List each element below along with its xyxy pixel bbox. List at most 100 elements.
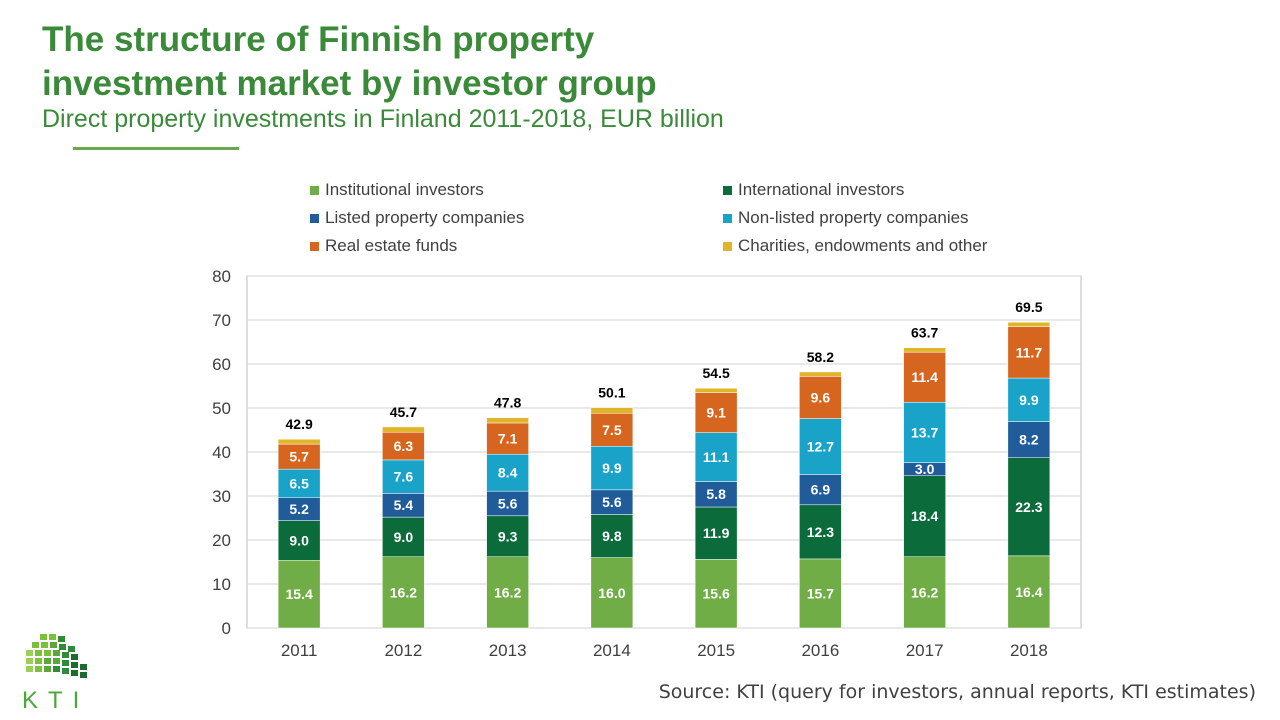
data-label-listed: 8.2 (1019, 432, 1039, 448)
legend-item-international: International investors (723, 180, 904, 200)
bar-segment-charities (486, 417, 529, 424)
bar-segment-international (590, 514, 634, 558)
legend-item-nonlisted: Non-listed property companies (723, 208, 969, 228)
bar-segment-funds (1007, 326, 1051, 379)
bar-segment-listed (799, 474, 842, 506)
data-label-nonlisted: 11.1 (703, 449, 730, 465)
legend-swatch (723, 185, 732, 195)
legend-item-listed: Listed property companies (310, 208, 524, 228)
x-tick-label: 2011 (281, 641, 318, 660)
data-label-funds: 7.5 (602, 422, 622, 438)
total-label: 45.7 (390, 404, 417, 420)
bar-segment-listed (1007, 421, 1051, 458)
kti-logo: KTI (22, 634, 89, 712)
bar-segment-nonlisted (277, 468, 321, 499)
x-tick-label: 2014 (593, 641, 631, 660)
data-label-funds: 9.6 (811, 389, 831, 405)
total-label: 63.7 (911, 325, 938, 341)
bar-segment-international (903, 475, 946, 557)
data-label-institutional: 15.4 (286, 586, 313, 602)
legend-swatch (310, 185, 319, 195)
data-label-institutional: 16.2 (911, 584, 938, 600)
legend-item-funds: Real estate funds (310, 236, 457, 256)
data-label-listed: 5.4 (394, 497, 414, 513)
data-label-international: 9.3 (498, 528, 518, 544)
legend-label: International investors (738, 180, 905, 199)
legend-swatch (723, 213, 732, 223)
data-label-institutional: 16.2 (390, 584, 417, 600)
legend-swatch (723, 241, 732, 251)
source-note: Source: KTI (query for investors, annual… (658, 681, 1256, 703)
legend-swatch (310, 213, 319, 223)
y-tick-label: 60 (212, 355, 231, 374)
bar-segment-funds (382, 431, 425, 461)
bar-segment-nonlisted (382, 459, 425, 494)
data-label-institutional: 15.6 (703, 586, 730, 602)
y-tick-label: 80 (212, 267, 231, 286)
legend-label: Real estate funds (325, 236, 458, 255)
x-tick-label: 2018 (1010, 641, 1048, 660)
bar-segment-international (277, 520, 321, 561)
bar-segment-funds (903, 351, 946, 403)
bar-segment-charities (1007, 321, 1051, 327)
data-label-international: 9.8 (602, 528, 622, 544)
bar-segment-nonlisted (486, 453, 529, 492)
data-label-international: 12.3 (807, 524, 834, 540)
bar-segment-listed (590, 489, 634, 515)
x-tick-label: 2012 (384, 641, 422, 660)
total-label: 58.2 (807, 349, 834, 365)
y-tick-label: 70 (212, 311, 231, 330)
y-tick-label: 0 (222, 619, 231, 638)
page-title: The structure of Finnish property invest… (42, 18, 657, 106)
title-line-1: The structure of Finnish property (42, 20, 595, 59)
bar-segment-listed (486, 490, 529, 517)
bar-segment-institutional (590, 557, 634, 629)
bar-segment-listed (694, 481, 738, 508)
data-label-nonlisted: 9.9 (602, 460, 622, 476)
bar-segment-charities (277, 438, 321, 445)
kti-logo-text: KTI (22, 687, 89, 712)
y-tick-label: 50 (212, 399, 231, 418)
bar-segment-institutional (1007, 555, 1051, 629)
data-label-listed: 5.8 (706, 486, 726, 502)
data-label-international: 9.0 (289, 532, 309, 548)
data-label-funds: 5.7 (289, 449, 309, 465)
kti-logo-building-icon (26, 634, 87, 678)
data-label-nonlisted: 9.9 (1019, 392, 1039, 408)
data-label-international: 18.4 (911, 508, 938, 524)
x-tick-label: 2017 (906, 641, 944, 660)
bar-segment-nonlisted (903, 402, 946, 463)
total-label: 69.5 (1015, 299, 1042, 315)
page-subtitle: Direct property investments in Finland 2… (42, 105, 724, 133)
data-label-listed: 5.2 (289, 501, 309, 517)
data-label-funds: 6.3 (394, 438, 414, 454)
bar-segment-charities (590, 407, 634, 414)
total-label: 47.8 (494, 395, 521, 411)
bar-segment-funds (277, 443, 321, 470)
data-label-listed: 6.9 (811, 482, 831, 498)
bar-segment-international (694, 506, 738, 560)
data-label-international: 11.9 (703, 525, 730, 541)
legend-label: Listed property companies (325, 208, 525, 227)
data-label-nonlisted: 12.7 (807, 439, 834, 455)
y-tick-label: 10 (212, 575, 231, 594)
total-label: 54.5 (703, 365, 730, 381)
bar-segment-charities (382, 426, 425, 433)
bar-segment-institutional (799, 558, 842, 629)
bar-segment-funds (590, 413, 634, 447)
x-tick-label: 2015 (697, 641, 735, 660)
bar-segment-nonlisted (590, 446, 634, 491)
legend-label: Charities, endowments and other (738, 236, 988, 255)
data-label-nonlisted: 8.4 (498, 465, 518, 481)
legend-item-institutional: Institutional investors (310, 180, 484, 200)
legend-item-charities: Charities, endowments and other (723, 236, 987, 256)
bar-segment-institutional (277, 559, 321, 629)
bar-segment-international (486, 515, 529, 557)
title-line-2: investment market by investor group (42, 64, 657, 103)
total-label: 42.9 (286, 416, 313, 432)
legend-label: Non-listed property companies (738, 208, 969, 227)
bar-segment-institutional (903, 556, 946, 629)
legend-label: Institutional investors (325, 180, 484, 199)
y-tick-label: 30 (212, 487, 231, 506)
